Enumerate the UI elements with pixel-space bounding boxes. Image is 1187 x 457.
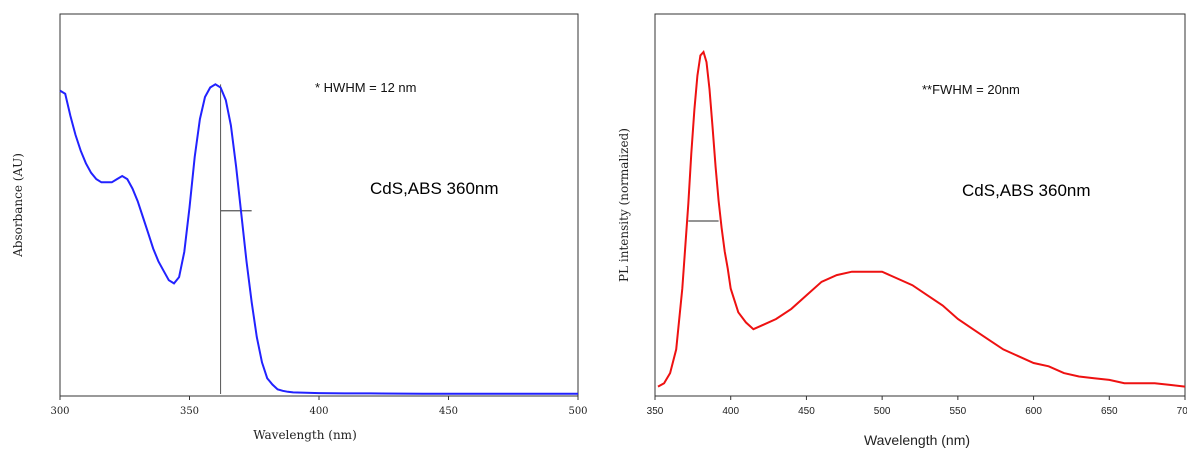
y-axis-label: Absorbance (AU) xyxy=(11,153,25,258)
x-tick-label: 500 xyxy=(568,406,587,417)
x-tick-label: 650 xyxy=(1101,406,1118,417)
x-tick-label: 450 xyxy=(798,406,815,417)
absorbance-series-line xyxy=(59,83,578,395)
x-tick-label: 400 xyxy=(722,406,739,417)
plot-frame xyxy=(59,13,579,397)
x-tick-label: 350 xyxy=(647,406,664,417)
width-marker xyxy=(220,84,252,394)
sample-label: CdS,ABS 360nm xyxy=(370,179,499,198)
x-ticks: 350 400 450 500 550 600 650 700 xyxy=(647,396,1187,417)
x-tick-label: 450 xyxy=(439,406,458,417)
hwhm-annotation: * HWHM = 12 nm xyxy=(315,80,417,95)
plot-frame xyxy=(654,13,1186,397)
x-tick-label: 550 xyxy=(950,406,967,417)
x-tick-label: 500 xyxy=(874,406,891,417)
fwhm-annotation: **FWHM = 20nm xyxy=(922,82,1020,97)
pl-chart: 350 400 450 500 550 600 650 700 Wavelength (nm)… xyxy=(617,13,1187,448)
sample-label: CdS,ABS 360nm xyxy=(962,181,1091,200)
x-tick-label: 400 xyxy=(309,406,328,417)
x-tick-label: 600 xyxy=(1025,406,1042,417)
x-ticks: 300 350 400 450 500 xyxy=(50,396,588,417)
x-tick-label: 350 xyxy=(180,406,199,417)
x-axis-label: Wavelength (nm) xyxy=(253,428,357,442)
y-axis-label: PL intensity (normalized) xyxy=(617,128,631,282)
x-axis-label: Wavelength (nm) xyxy=(864,432,970,448)
pl-series-line xyxy=(657,50,1186,388)
absorbance-chart: 300 350 400 450 500 Wavelength (nm) Absorban… xyxy=(11,13,588,442)
x-tick-label: 300 xyxy=(50,406,69,417)
x-tick-label: 700 xyxy=(1177,406,1187,417)
